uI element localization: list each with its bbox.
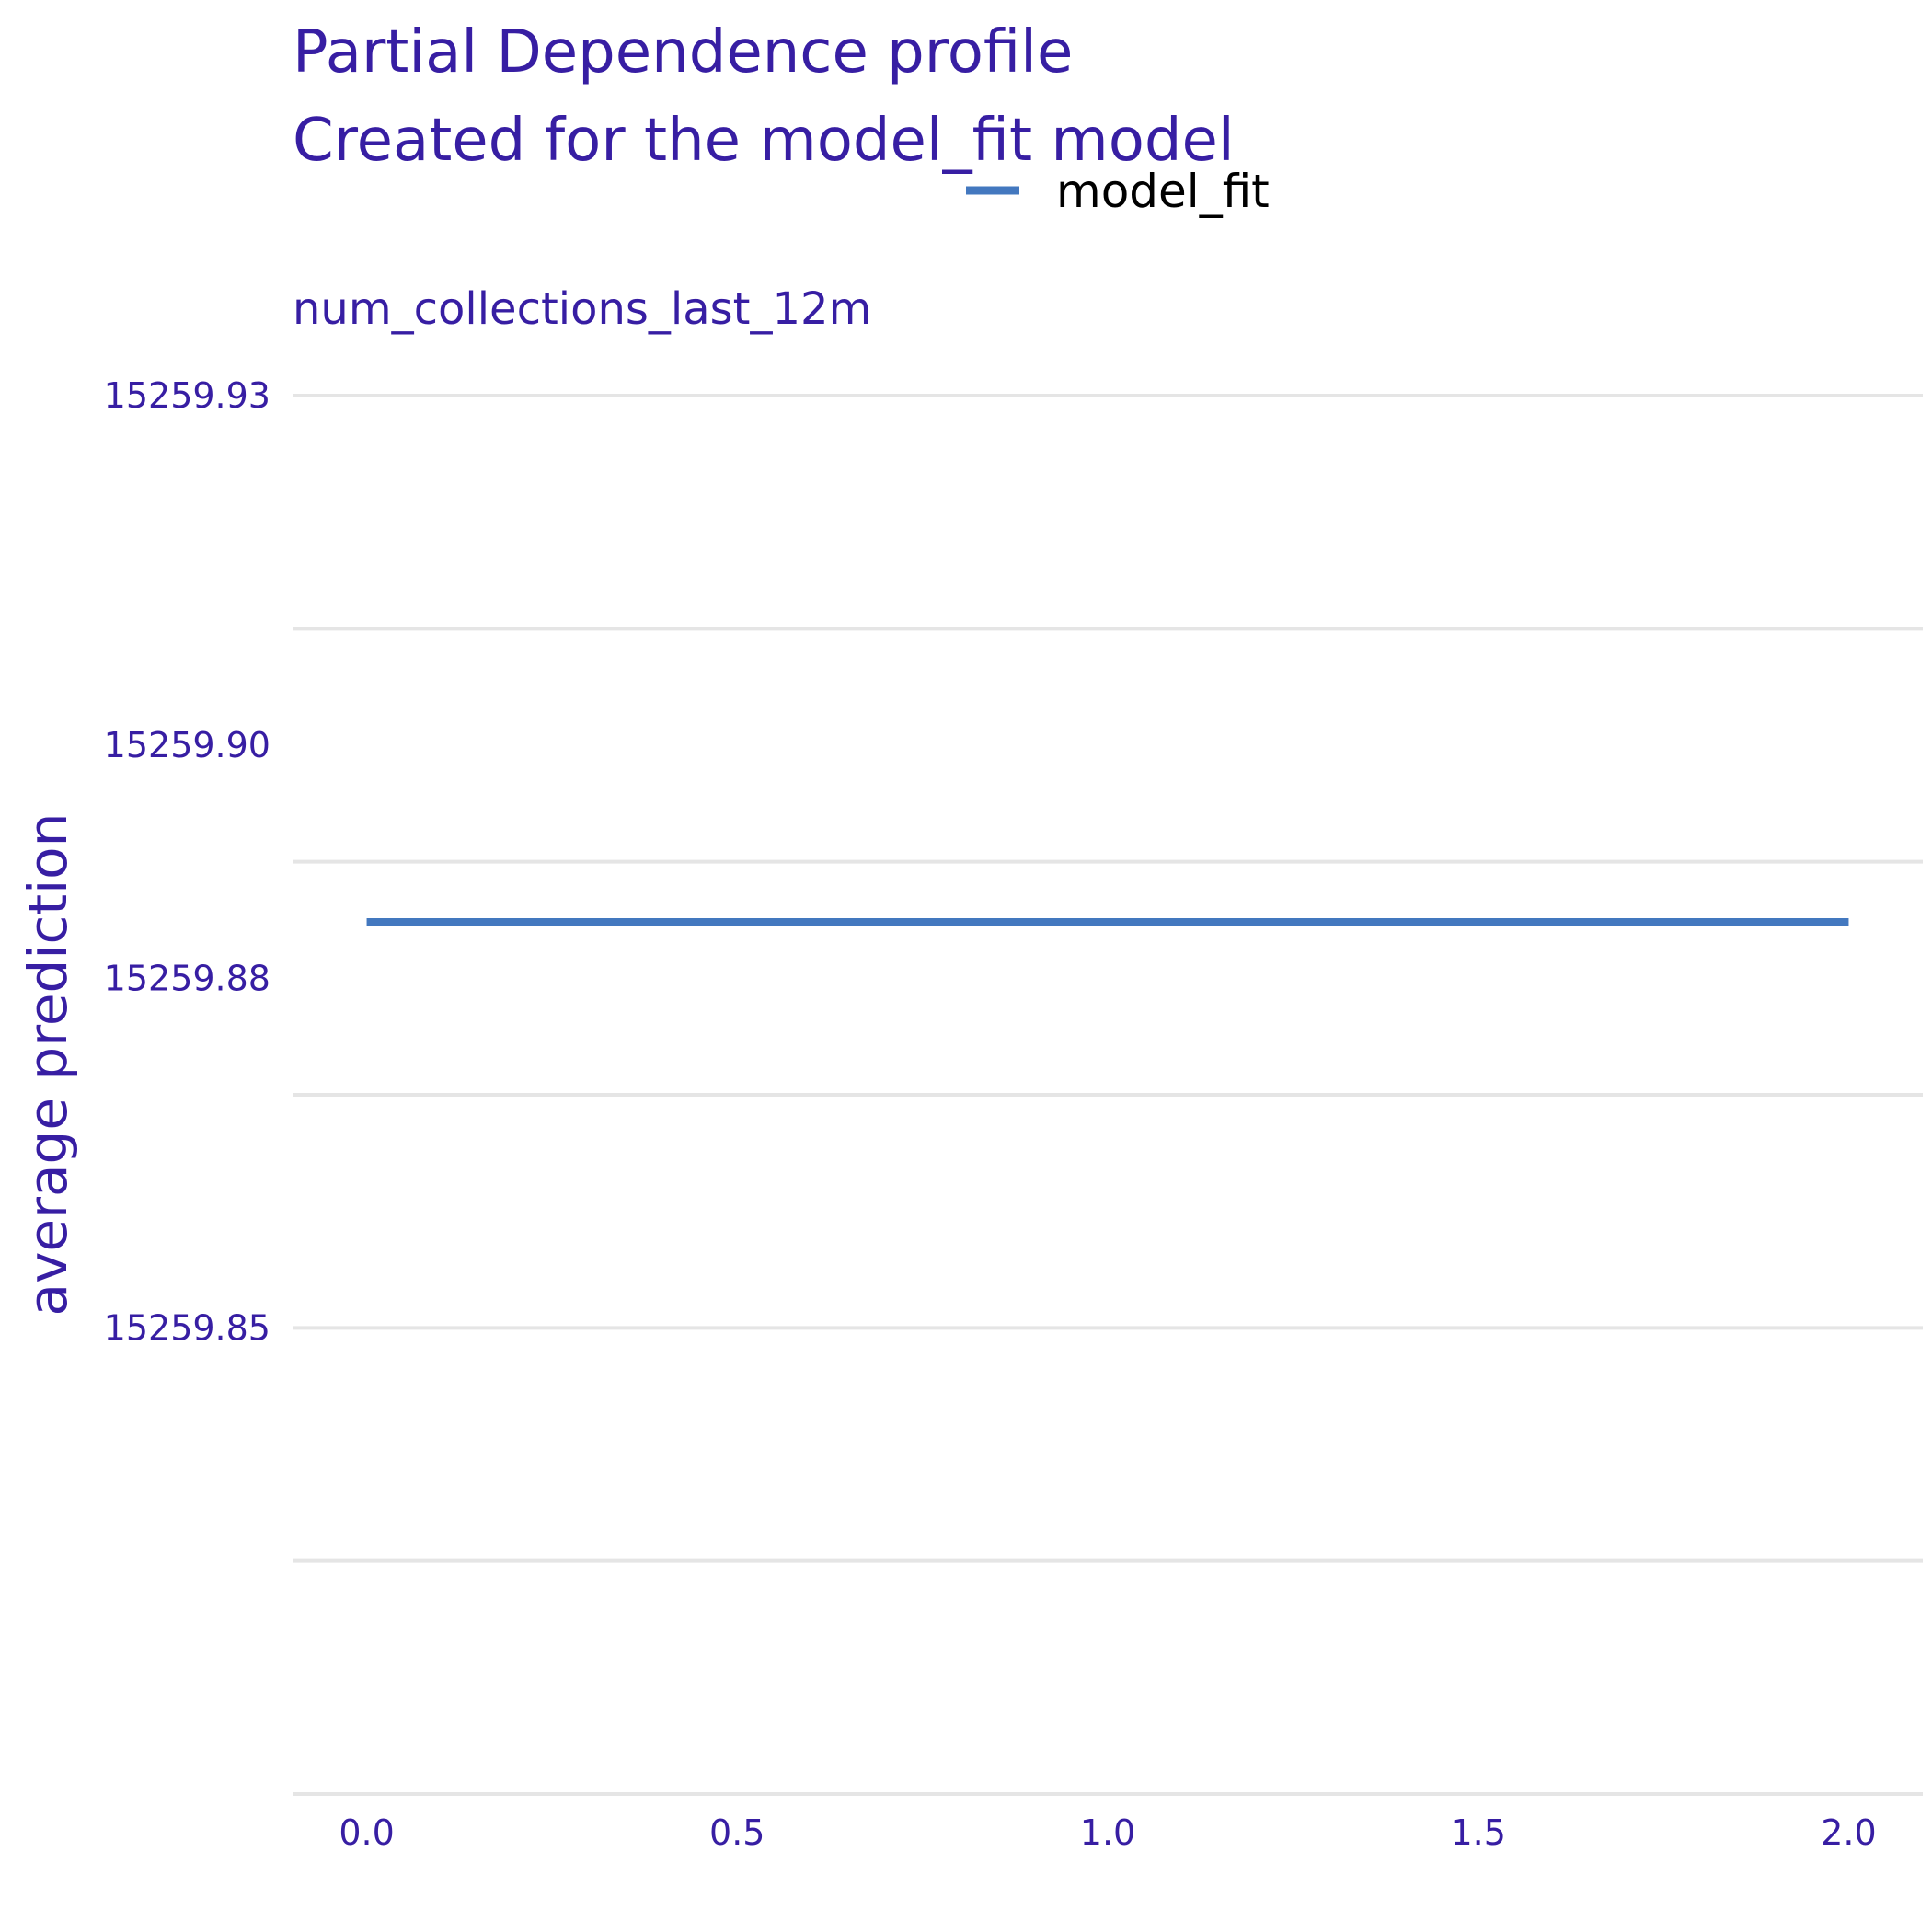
x-axis-ticks: 0.0 0.5 1.0 1.5 2.0	[339, 1812, 1876, 1853]
facet-label: num_collections_last_12m	[293, 283, 871, 335]
y-tick-label: 15259.85	[104, 1307, 270, 1348]
y-tick-label: 15259.88	[104, 958, 270, 998]
chart-subtitle: Created for the model_fit model	[293, 107, 1235, 175]
x-tick-label: 1.0	[1080, 1812, 1135, 1853]
x-tick-label: 0.0	[339, 1812, 394, 1853]
y-tick-label: 15259.90	[104, 725, 270, 765]
chart-title: Partial Dependence profile	[293, 18, 1073, 86]
legend-label-model-fit: model_fit	[1056, 165, 1270, 218]
legend: model_fit	[966, 165, 1270, 218]
y-axis-ticks: 15259.85 15259.88 15259.90 15259.93	[104, 375, 270, 1348]
x-tick-label: 0.5	[709, 1812, 765, 1853]
x-tick-label: 2.0	[1821, 1812, 1876, 1853]
y-tick-label: 15259.93	[104, 375, 270, 416]
y-axis-label: average prediction	[17, 813, 79, 1317]
gridlines	[293, 394, 1923, 1796]
x-tick-label: 1.5	[1451, 1812, 1506, 1853]
